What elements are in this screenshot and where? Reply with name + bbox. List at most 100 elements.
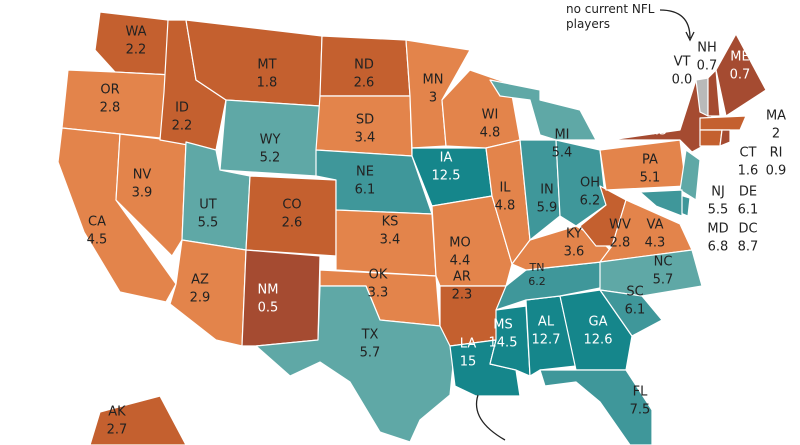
state-shape (699, 129, 723, 147)
state-abbr: NH (697, 41, 717, 56)
state-abbr: WV (609, 218, 631, 233)
state-value: 2.7 (107, 423, 128, 438)
state-abbr: VA (647, 218, 664, 233)
state-abbr: KS (382, 215, 399, 230)
state-value: 5.5 (198, 216, 219, 231)
state-abbr: AR (453, 270, 471, 285)
annotation: no current NFL players (566, 2, 655, 31)
state-value: 6.2 (580, 194, 601, 209)
state-abbr: IL (499, 181, 511, 196)
state-abbr: OK (369, 268, 388, 283)
state-abbr: CA (88, 215, 106, 230)
state-value: 1.8 (257, 76, 278, 91)
state-shape (639, 189, 683, 217)
state-value: 5.2 (260, 151, 281, 166)
state-value: 5.4 (552, 146, 573, 161)
state-value: 2.9 (190, 291, 211, 306)
labels: WA 2.2 OR 2.8 CA 4.5 NV 3.9 ID 2.2 MT 1.8 WY 5.2 UT 5.5… (87, 25, 787, 438)
state-abbr: AK (108, 405, 126, 420)
state-shape (559, 289, 633, 371)
state-abbr: MI (554, 128, 569, 143)
state-value: 14.5 (489, 336, 518, 351)
state-abbr: MA (766, 109, 786, 124)
states (57, 11, 767, 445)
state-value: 3.6 (564, 245, 585, 260)
state-shape (699, 115, 747, 131)
state-value: 4.4 (450, 254, 471, 269)
state-value: 4.8 (495, 199, 516, 214)
state-abbr: NV (133, 168, 152, 183)
state-shape (707, 69, 721, 117)
state-value: 6.1 (738, 203, 759, 218)
state-abbr: ID (175, 101, 189, 116)
state-value: 3.4 (380, 233, 401, 248)
annotation-arrowhead (685, 31, 695, 42)
state-abbr: OH (580, 176, 600, 191)
state-abbr: GA (589, 315, 608, 330)
state-value: 3.3 (368, 286, 389, 301)
state-value: 2.8 (610, 236, 631, 251)
state-shape (89, 395, 187, 445)
state-value: 3.9 (132, 186, 153, 201)
state-shape (555, 139, 607, 227)
state-value: 5.5 (708, 203, 729, 218)
state-value: 15 (460, 355, 477, 370)
state-shape (599, 249, 703, 297)
state-value: 5.7 (653, 273, 674, 288)
state-value: 0.0 (672, 73, 693, 88)
state-abbr: RI (770, 146, 783, 161)
state-value: 2.8 (100, 101, 121, 116)
state-abbr: OR (100, 83, 119, 98)
state-abbr: NY (648, 106, 666, 121)
state-shape (489, 79, 597, 141)
state-abbr: MS (493, 318, 512, 333)
state-shape (599, 199, 693, 263)
state-value: 6.1 (355, 183, 376, 198)
state-value: 8.7 (738, 240, 759, 255)
state-value: 6.2 (528, 275, 546, 288)
state-abbr: UT (199, 198, 217, 213)
state-shape (241, 249, 321, 347)
state-value: 2.3 (452, 288, 473, 303)
state-value: 0.7 (697, 59, 718, 74)
state-abbr: PA (642, 153, 658, 168)
state-value: 12.5 (432, 169, 461, 184)
state-abbr: MT (257, 58, 276, 73)
state-value: 4.3 (645, 236, 666, 251)
state-value: 12.6 (584, 333, 613, 348)
state-abbr: TN (529, 261, 545, 274)
state-abbr: NM (258, 283, 279, 298)
state-abbr: IA (440, 151, 453, 166)
state-value: 6.8 (708, 240, 729, 255)
state-shape (255, 285, 456, 443)
state-value: 2 (772, 127, 780, 142)
state-value: 7.5 (630, 403, 651, 418)
state-abbr: SC (626, 285, 643, 300)
state-value: 2.6 (282, 216, 303, 231)
state-shape (679, 149, 701, 201)
state-abbr: DE (739, 185, 757, 200)
state-value: 1.5 (647, 124, 668, 139)
state-abbr: AL (538, 315, 555, 330)
state-shape (719, 129, 731, 147)
state-value: 5.9 (537, 201, 558, 216)
state-abbr: WA (125, 25, 146, 40)
state-abbr: KY (566, 227, 582, 242)
state-value: 2.6 (354, 76, 375, 91)
state-abbr: DC (738, 222, 757, 237)
state-abbr: WY (260, 133, 281, 148)
state-abbr: MO (449, 236, 470, 251)
annotation-arrow (659, 9, 691, 39)
state-abbr: TX (361, 328, 379, 343)
state-abbr: AZ (191, 273, 209, 288)
state-abbr: ME (730, 50, 749, 65)
state-value: 3.4 (355, 131, 376, 146)
state-value: 3 (429, 91, 437, 106)
state-shape (539, 369, 653, 445)
state-abbr: NE (356, 165, 374, 180)
state-value: 1.6 (738, 164, 759, 179)
state-abbr: ND (354, 58, 374, 73)
state-abbr: CT (739, 146, 756, 161)
state-value: 2.2 (172, 119, 193, 134)
